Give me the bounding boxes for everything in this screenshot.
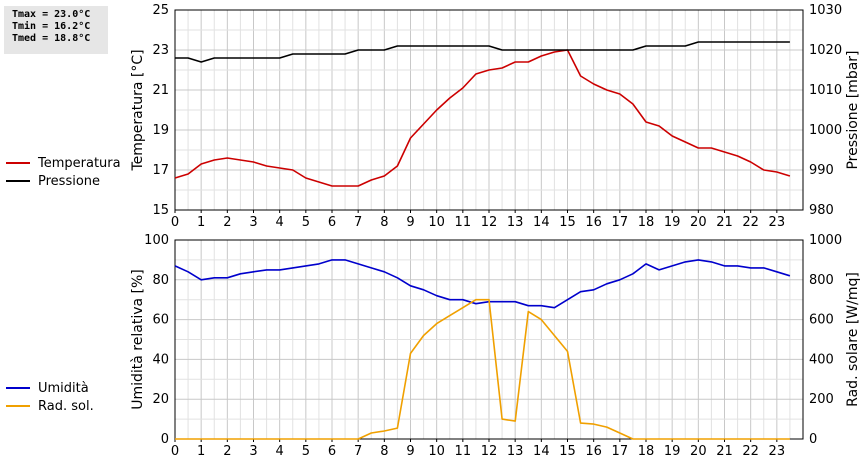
chart1-ytick-left: 15 bbox=[152, 203, 169, 218]
chart1-ytick-right: 1010 bbox=[809, 83, 842, 98]
chart2-xtick-label: 22 bbox=[742, 444, 759, 459]
chart2-xtick-label: 11 bbox=[455, 444, 472, 459]
chart2-xtick-label: 21 bbox=[716, 444, 733, 459]
chart1-xtick-label: 12 bbox=[481, 215, 498, 230]
chart2-ylabel-left: Umidità relativa [%] bbox=[130, 269, 146, 410]
chart1-ytick-left: 19 bbox=[152, 123, 169, 138]
chart2-xtick-label: 17 bbox=[612, 444, 629, 459]
chart2-xtick-label: 8 bbox=[380, 444, 388, 459]
chart2-ytick-left: 20 bbox=[152, 392, 169, 407]
chart2-xtick-label: 23 bbox=[769, 444, 786, 459]
chart1-xtick-label: 20 bbox=[690, 215, 707, 230]
chart2-xtick-label: 10 bbox=[428, 444, 445, 459]
chart2-xtick-label: 15 bbox=[559, 444, 576, 459]
chart2-series-umidit bbox=[174, 259, 791, 309]
stats-box: Tmax = 23.0°C Tmin = 16.2°C Tmed = 18.8°… bbox=[4, 6, 108, 54]
chart1-xtick-label: 15 bbox=[559, 215, 576, 230]
chart1-xtick-label: 8 bbox=[380, 215, 388, 230]
chart1-ytick-right: 990 bbox=[809, 163, 834, 178]
chart2-ytick-right: 800 bbox=[809, 273, 834, 288]
chart1-ytick-right: 1020 bbox=[809, 43, 842, 58]
chart2-xtick-label: 18 bbox=[638, 444, 655, 459]
chart1-xtick-label: 5 bbox=[302, 215, 310, 230]
chart2-xtick-label: 0 bbox=[171, 444, 179, 459]
chart1-xtick-label: 2 bbox=[223, 215, 231, 230]
chart1-xtick-label: 4 bbox=[276, 215, 284, 230]
chart1-xtick-label: 13 bbox=[507, 215, 524, 230]
tmin-text: Tmin = 16.2°C bbox=[12, 21, 91, 32]
chart1-xtick-label: 9 bbox=[406, 215, 414, 230]
chart2-xtick-label: 12 bbox=[481, 444, 498, 459]
chart2-xtick-label: 5 bbox=[302, 444, 310, 459]
chart2-series-rad-sol bbox=[175, 298, 790, 440]
chart1-legend-label-pressione: Pressione bbox=[38, 174, 100, 189]
chart1-xtick-label: 14 bbox=[533, 215, 550, 230]
chart2-ytick-left: 0 bbox=[161, 432, 169, 447]
chart1-ytick-left: 17 bbox=[152, 163, 169, 178]
chart1-ytick-left: 21 bbox=[152, 83, 169, 98]
chart1-series-temperatura bbox=[174, 49, 791, 187]
chart2-xtick-label: 20 bbox=[690, 444, 707, 459]
tmax-text: Tmax = 23.0°C bbox=[12, 9, 91, 20]
chart2-xtick-label: 4 bbox=[276, 444, 284, 459]
chart2-ytick-right: 400 bbox=[809, 352, 834, 367]
chart2-xtick-label: 1 bbox=[197, 444, 205, 459]
chart1-xtick-label: 17 bbox=[612, 215, 629, 230]
chart1-ylabel-right: Pressione [mbar] bbox=[845, 50, 860, 169]
chart1-xtick-label: 6 bbox=[328, 215, 336, 230]
chart1-xtick-label: 19 bbox=[664, 215, 681, 230]
chart1-xtick-label: 21 bbox=[716, 215, 733, 230]
chart2-xtick-label: 14 bbox=[533, 444, 550, 459]
chart1-series-pressione bbox=[175, 41, 790, 63]
chart2-ytick-left: 100 bbox=[144, 233, 169, 248]
chart2-xtick-label: 16 bbox=[585, 444, 602, 459]
chart1-xtick-label: 7 bbox=[354, 215, 362, 230]
chart2-xtick-label: 3 bbox=[249, 444, 257, 459]
chart2-ytick-left: 40 bbox=[152, 352, 169, 367]
chart1-xtick-label: 16 bbox=[585, 215, 602, 230]
chart2-ytick-right: 0 bbox=[809, 432, 817, 447]
chart2-xtick-label: 19 bbox=[664, 444, 681, 459]
chart2-legend-label-umidit: Umidità bbox=[38, 381, 89, 396]
chart1-xtick-label: 23 bbox=[769, 215, 786, 230]
chart1-xtick-label: 11 bbox=[455, 215, 472, 230]
chart2-ylabel-right: Rad. solare [W/mq] bbox=[845, 272, 860, 407]
chart2-xtick-label: 9 bbox=[406, 444, 414, 459]
chart1-ytick-left: 25 bbox=[152, 3, 169, 18]
chart1-ytick-right: 980 bbox=[809, 203, 834, 218]
chart2-legend-label-rad-sol: Rad. sol. bbox=[38, 399, 94, 414]
chart1-xtick-label: 18 bbox=[638, 215, 655, 230]
chart2-ytick-left: 80 bbox=[152, 273, 169, 288]
chart1-xtick-label: 1 bbox=[197, 215, 205, 230]
chart2-ytick-left: 60 bbox=[152, 313, 169, 328]
chart1-legend-label-temperatura: Temperatura bbox=[37, 156, 121, 171]
chart1-ytick-right: 1000 bbox=[809, 123, 842, 138]
chart2-ytick-right: 1000 bbox=[809, 233, 842, 248]
chart1-xtick-label: 22 bbox=[742, 215, 759, 230]
chart2-xtick-label: 2 bbox=[223, 444, 231, 459]
chart2-xtick-label: 7 bbox=[354, 444, 362, 459]
chart2-ytick-right: 200 bbox=[809, 392, 834, 407]
chart2-ytick-right: 600 bbox=[809, 313, 834, 328]
chart1-xtick-label: 0 bbox=[171, 215, 179, 230]
tmed-text: Tmed = 18.8°C bbox=[12, 33, 91, 44]
chart2-xtick-label: 13 bbox=[507, 444, 524, 459]
chart1-xtick-label: 3 bbox=[249, 215, 257, 230]
chart1-ylabel-left: Temperatura [°C] bbox=[130, 49, 146, 171]
chart1-ytick-left: 23 bbox=[152, 43, 169, 58]
chart2-xtick-label: 6 bbox=[328, 444, 336, 459]
chart1-xtick-label: 10 bbox=[428, 215, 445, 230]
chart1-ytick-right: 1030 bbox=[809, 3, 842, 18]
